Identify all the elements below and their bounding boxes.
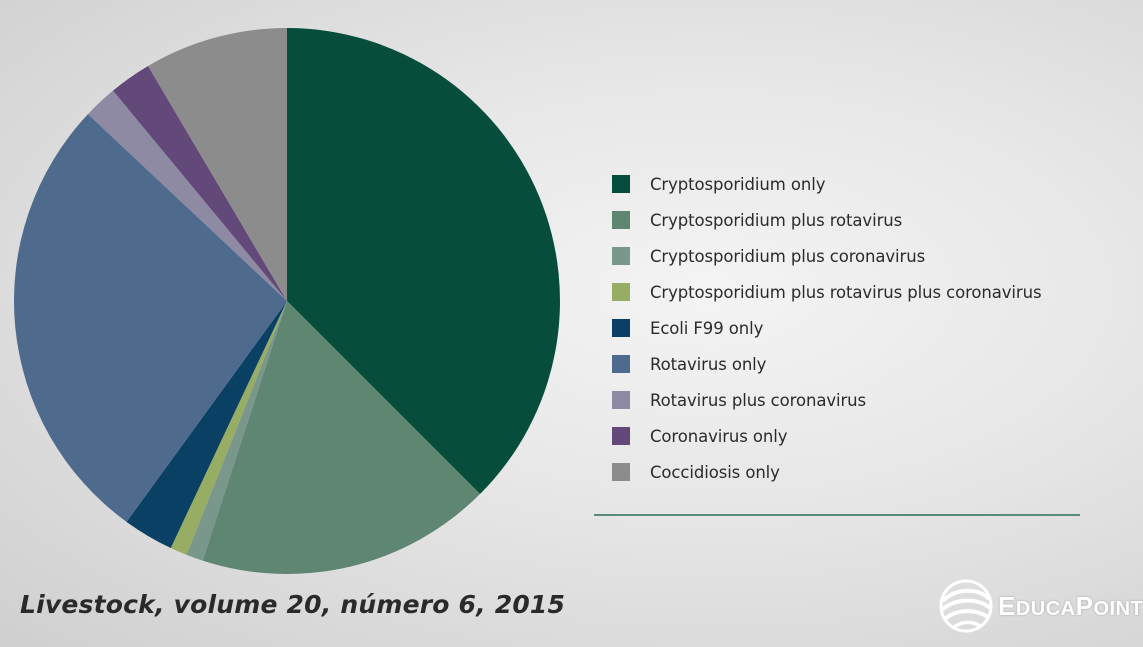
legend-swatch — [612, 355, 630, 373]
pie-slice-coccidiosis-only — [148, 28, 287, 301]
pie-slice-cryptosporidium-plus-coronavirus — [186, 301, 287, 561]
brand-name-part: DUCA — [1015, 597, 1076, 620]
legend-swatch — [612, 463, 630, 481]
legend-label: Ecoli F99 only — [650, 318, 764, 338]
legend-label: Rotavirus plus coronavirus — [650, 390, 867, 410]
legend-label: Cryptosporidium plus rotavirus — [650, 210, 903, 230]
legend-item-cryptosporidium-plus-rotavirus-plus-coronavirus: Cryptosporidium plus rotavirus plus coro… — [612, 274, 1092, 310]
legend-item-cryptosporidium-plus-coronavirus: Cryptosporidium plus coronavirus — [612, 238, 1092, 274]
pie-slice-coronavirus-only — [112, 66, 288, 301]
legend-item-coronavirus-only: Coronavirus only — [612, 418, 1092, 454]
legend-swatch — [612, 247, 630, 265]
pie-slice-rotavirus-only — [13, 114, 287, 522]
brand-name: EDUCAPOINT — [998, 591, 1143, 622]
pie-slice-rotavirus-plus-coronavirus — [87, 90, 287, 301]
legend-swatch — [612, 283, 630, 301]
legend-item-rotavirus-only: Rotavirus only — [612, 346, 1092, 382]
source-citation: Livestock, volume 20, número 6, 2015 — [20, 590, 566, 619]
brand-name-part: P — [1075, 590, 1094, 621]
legend-label: Coccidiosis only — [650, 462, 780, 482]
pie-chart — [13, 28, 560, 574]
legend-swatch — [612, 211, 630, 229]
legend-swatch — [612, 391, 630, 409]
legend-item-coccidiosis-only: Coccidiosis only — [612, 454, 1092, 490]
legend-item-ecoli-f99-only: Ecoli F99 only — [612, 310, 1092, 346]
brand-name-part: OINT — [1093, 597, 1143, 620]
globe-swirl-icon — [939, 579, 993, 633]
legend-label: Cryptosporidium only — [650, 174, 826, 194]
legend-swatch — [612, 175, 630, 193]
legend-divider — [594, 514, 1080, 516]
pie-slice-cryptosporidium-plus-rotavirus-plus-coronavirus — [170, 301, 287, 555]
legend-swatch — [612, 427, 630, 445]
pie-slice-cryptosporidium-only — [287, 28, 560, 495]
educapoint-brand: EDUCAPOINT — [938, 576, 1143, 636]
legend-item-cryptosporidium-plus-rotavirus: Cryptosporidium plus rotavirus — [612, 202, 1092, 238]
legend-label: Cryptosporidium plus coronavirus — [650, 246, 926, 266]
legend-item-cryptosporidium-only: Cryptosporidium only — [612, 166, 1092, 202]
legend-label: Rotavirus only — [650, 354, 767, 374]
legend-swatch — [612, 319, 630, 337]
pie-slice-cryptosporidium-plus-rotavirus — [202, 301, 481, 574]
brand-name-part: E — [998, 590, 1016, 621]
pie-slice-ecoli-f99-only — [126, 301, 287, 549]
legend-label: Coronavirus only — [650, 426, 788, 446]
chart-legend: Cryptosporidium only Cryptosporidium plus… — [612, 166, 1092, 490]
legend-item-rotavirus-plus-coronavirus: Rotavirus plus coronavirus — [612, 382, 1092, 418]
legend-label: Cryptosporidium plus rotavirus plus coro… — [650, 282, 1042, 302]
